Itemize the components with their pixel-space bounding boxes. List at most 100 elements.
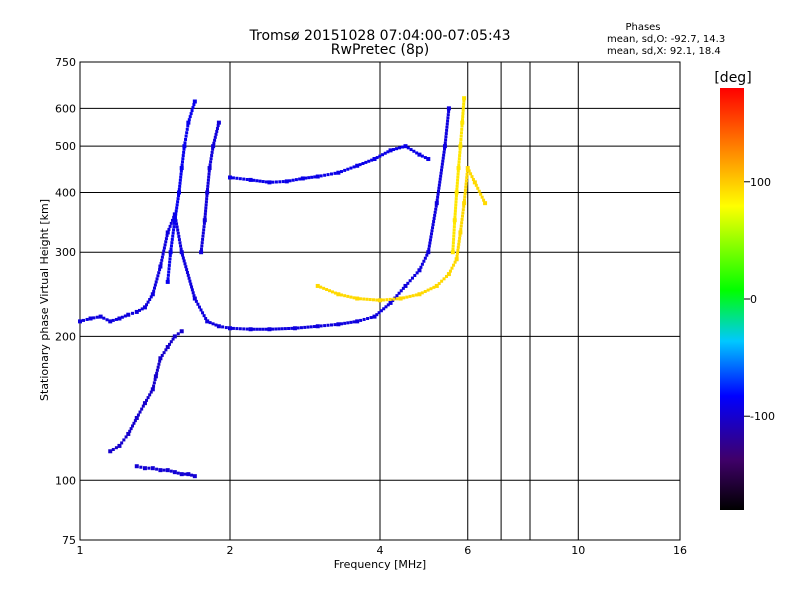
data-point-interp bbox=[158, 268, 162, 272]
data-point-interp bbox=[307, 176, 311, 180]
data-point-interp bbox=[319, 285, 323, 289]
data-point-interp bbox=[429, 235, 433, 239]
data-point-interp bbox=[443, 147, 447, 151]
data-point-interp bbox=[328, 289, 332, 293]
data-point-interp bbox=[436, 189, 440, 193]
data-point bbox=[336, 322, 341, 327]
data-point bbox=[182, 144, 187, 149]
data-point-interp bbox=[454, 194, 458, 198]
data-point-interp bbox=[168, 260, 172, 264]
data-point-interp bbox=[431, 223, 435, 227]
data-point-interp bbox=[204, 200, 208, 204]
data-point-interp bbox=[114, 317, 118, 321]
data-point-interp bbox=[160, 353, 164, 357]
data-point-interp bbox=[92, 316, 96, 320]
data-point-interp bbox=[457, 157, 461, 161]
x-tick-label: 6 bbox=[464, 544, 471, 557]
data-point-interp bbox=[425, 253, 429, 257]
data-point-interp bbox=[201, 311, 205, 315]
data-point-interp bbox=[319, 174, 323, 178]
data-point bbox=[417, 152, 422, 157]
data-point-interp bbox=[428, 241, 432, 245]
data-point-interp bbox=[102, 316, 106, 320]
data-point-interp bbox=[467, 169, 471, 173]
data-point bbox=[216, 324, 221, 329]
data-point-interp bbox=[330, 290, 334, 294]
data-point-interp bbox=[432, 220, 436, 224]
data-point-interp bbox=[216, 124, 220, 128]
data-point-interp bbox=[482, 198, 486, 202]
data-point-interp bbox=[460, 124, 464, 128]
data-point bbox=[150, 466, 155, 471]
data-point-interp bbox=[429, 287, 433, 291]
data-point-interp bbox=[141, 404, 145, 408]
data-point-interp bbox=[200, 241, 204, 245]
data-point bbox=[192, 474, 197, 479]
data-point-interp bbox=[458, 154, 462, 158]
data-point-interp bbox=[439, 171, 443, 175]
data-point-interp bbox=[202, 225, 206, 229]
data-point-interp bbox=[452, 225, 456, 229]
data-point-interp bbox=[191, 291, 195, 295]
data-point-interp bbox=[174, 209, 178, 213]
data-point-interp bbox=[343, 294, 347, 298]
data-point-interp bbox=[207, 175, 211, 179]
data-point-interp bbox=[448, 269, 452, 273]
data-point-interp bbox=[196, 302, 200, 306]
data-point-interp bbox=[252, 327, 256, 331]
data-point bbox=[117, 316, 122, 321]
data-point-interp bbox=[452, 237, 456, 241]
data-point-interp bbox=[189, 282, 193, 286]
data-point-interp bbox=[205, 194, 209, 198]
data-point-interp bbox=[457, 160, 461, 164]
data-point-interp bbox=[444, 132, 448, 136]
data-point-interp bbox=[204, 317, 208, 321]
data-point-interp bbox=[160, 258, 164, 262]
colorbar-ticks: -100 0 100 bbox=[744, 176, 775, 423]
data-point-interp bbox=[255, 179, 259, 183]
data-point-interp bbox=[210, 150, 214, 154]
data-point-interp bbox=[432, 285, 436, 289]
data-point bbox=[211, 144, 216, 149]
data-point-interp bbox=[462, 102, 466, 106]
data-point-interp bbox=[155, 371, 159, 375]
data-point-interp bbox=[329, 172, 333, 176]
data-point-interp bbox=[264, 327, 268, 331]
data-point-interp bbox=[442, 277, 446, 281]
data-point-interp bbox=[255, 327, 259, 331]
data-point-interp bbox=[166, 277, 170, 281]
data-point-interp bbox=[258, 327, 262, 331]
data-point bbox=[417, 292, 422, 297]
data-point-interp bbox=[124, 435, 128, 439]
data-point-interp bbox=[120, 441, 124, 445]
data-point-interp bbox=[333, 171, 337, 175]
data-point-interp bbox=[480, 195, 484, 199]
data-point-interp bbox=[177, 194, 181, 198]
data-point-interp bbox=[310, 175, 314, 179]
data-point-interp bbox=[172, 228, 176, 232]
data-point-interp bbox=[406, 146, 410, 150]
data-point-interp bbox=[453, 215, 457, 219]
data-point-interp bbox=[423, 256, 427, 260]
data-point-interp bbox=[420, 291, 424, 295]
data-point bbox=[434, 283, 439, 288]
data-point bbox=[462, 96, 467, 101]
data-point bbox=[179, 329, 184, 334]
data-point-interp bbox=[184, 134, 188, 138]
data-point bbox=[117, 443, 122, 448]
data-point-interp bbox=[465, 176, 469, 180]
data-point-interp bbox=[454, 200, 458, 204]
data-point-interp bbox=[187, 276, 191, 280]
data-point-interp bbox=[359, 318, 363, 322]
data-point-interp bbox=[202, 221, 206, 225]
data-point bbox=[192, 296, 197, 301]
data-point-interp bbox=[204, 206, 208, 210]
data-point-interp bbox=[288, 179, 292, 183]
data-point-interp bbox=[184, 265, 188, 269]
data-point-interp bbox=[172, 215, 176, 219]
data-point bbox=[454, 257, 459, 262]
y-axis-label: Stationary phase Virtual Height [km] bbox=[38, 199, 51, 401]
data-point bbox=[199, 250, 204, 255]
data-point bbox=[403, 144, 408, 149]
data-point-interp bbox=[367, 159, 371, 163]
